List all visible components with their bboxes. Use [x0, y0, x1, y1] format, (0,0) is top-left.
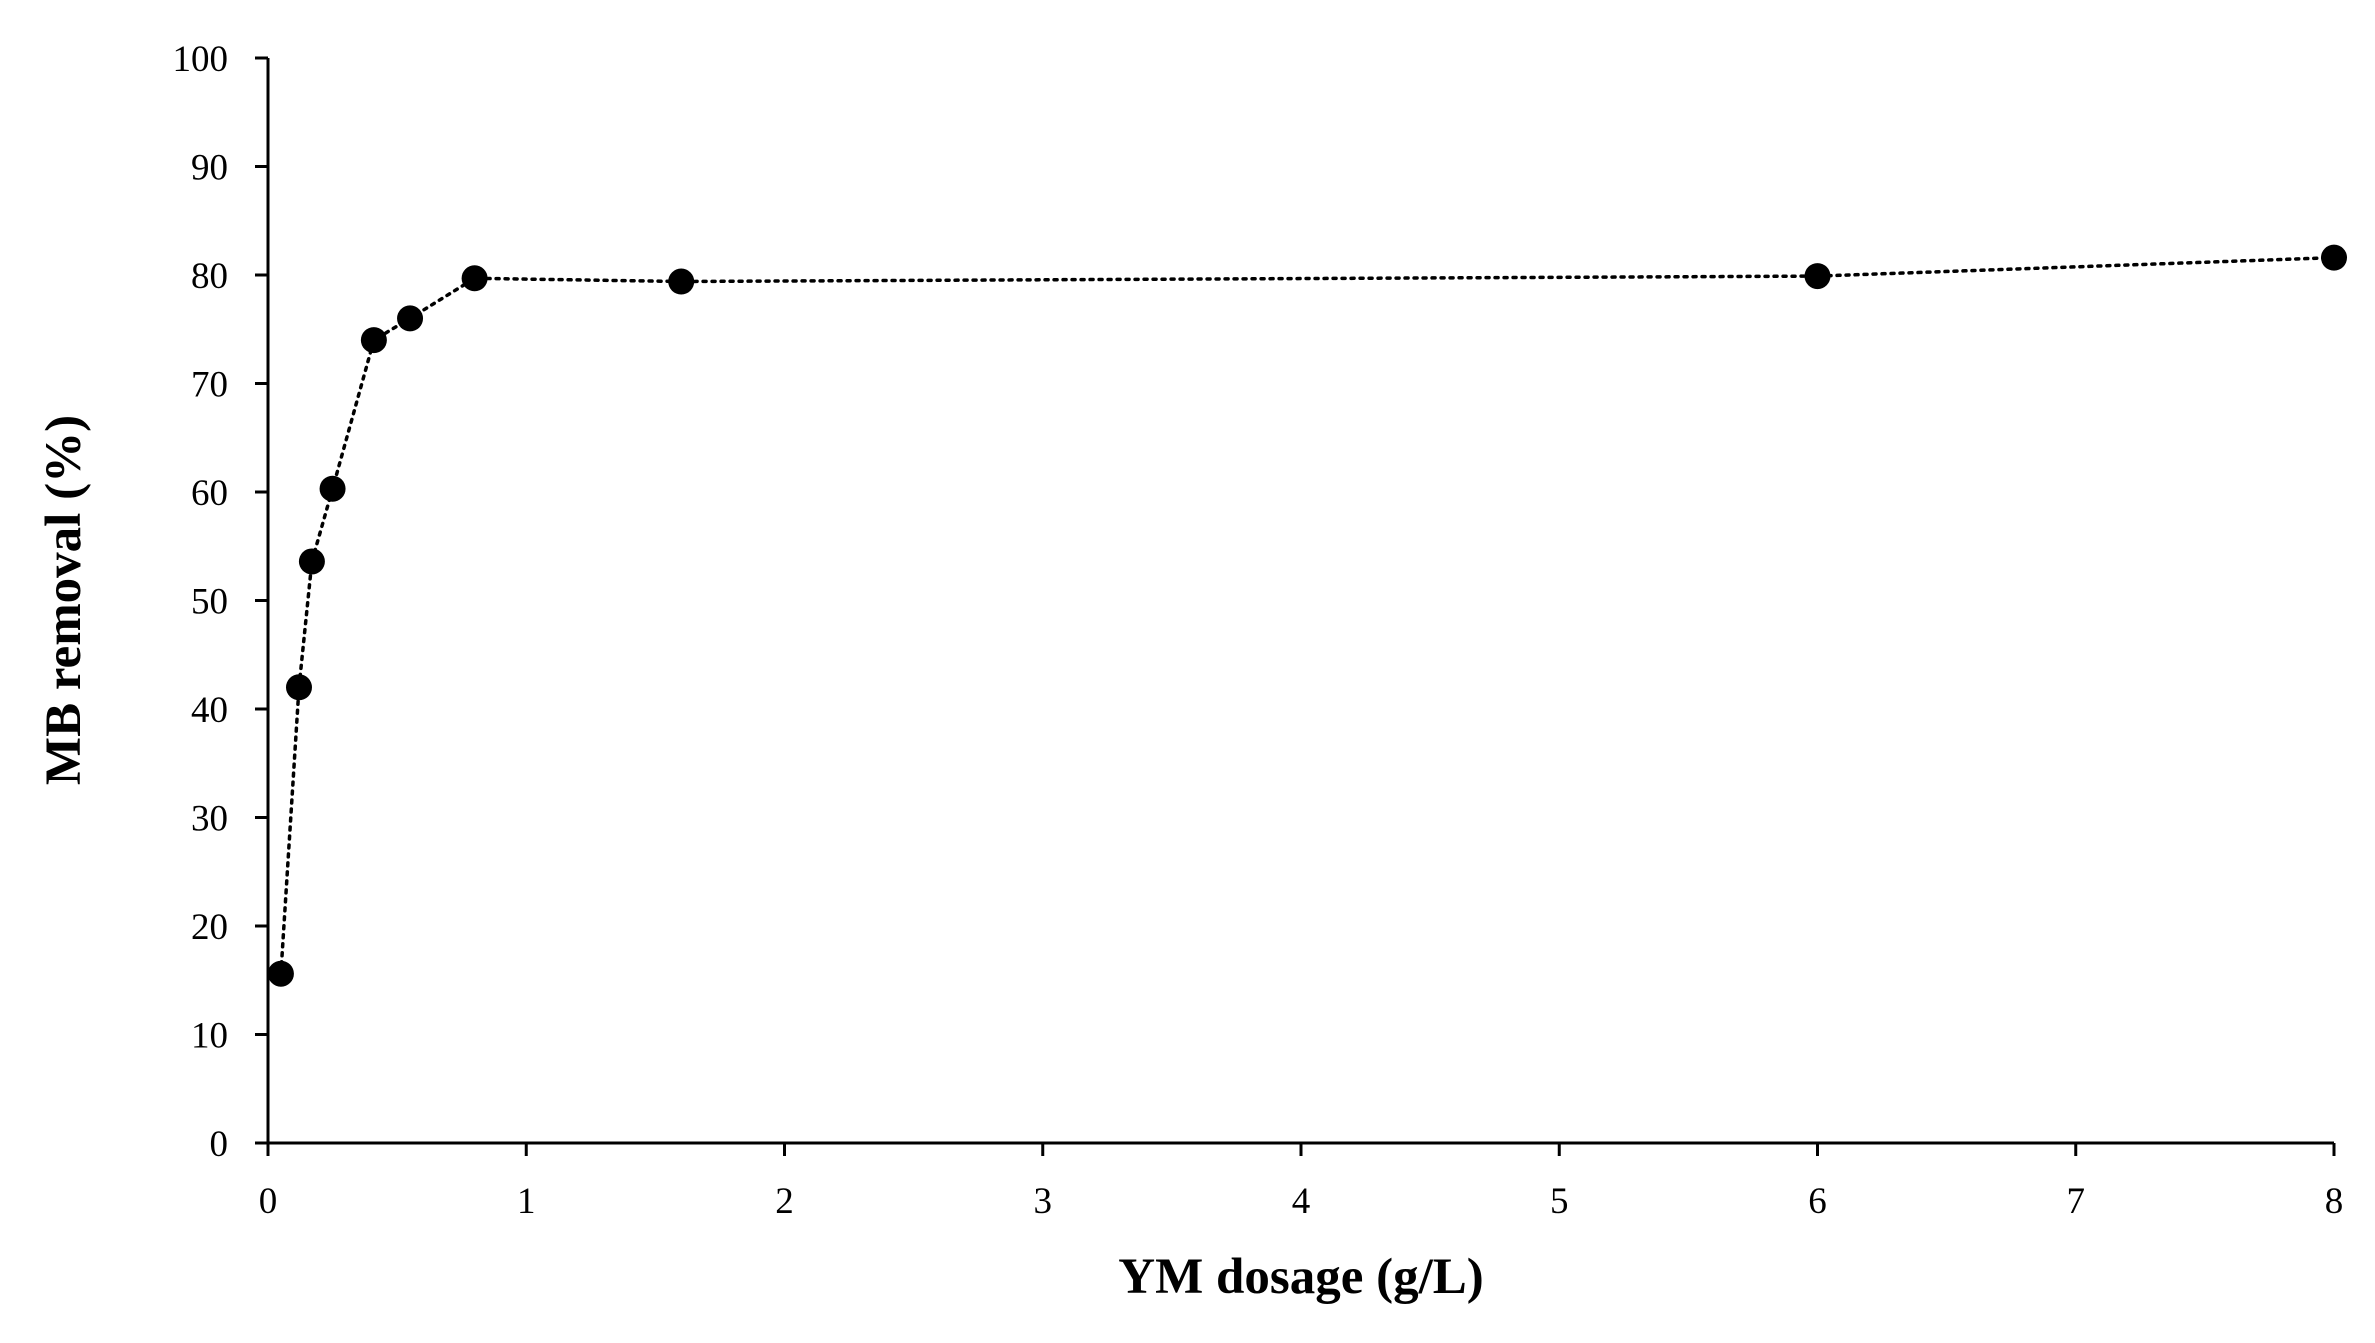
x-tick-label: 6 — [1808, 1181, 1827, 1222]
x-tick-label: 3 — [1034, 1181, 1053, 1222]
y-ticks: 0 10 20 30 40 50 60 70 80 90 100 — [173, 39, 268, 1165]
y-tick-label: 50 — [191, 582, 228, 623]
x-tick-label: 7 — [2067, 1181, 2086, 1222]
data-point — [668, 268, 695, 295]
y-axis-title: MB removal (%) — [36, 415, 92, 785]
axes — [266, 58, 2334, 1145]
x-tick-label: 4 — [1292, 1181, 1311, 1222]
series-line — [279, 255, 2336, 976]
data-point — [298, 548, 325, 575]
y-tick-label: 70 — [191, 365, 228, 406]
y-tick-label: 60 — [191, 473, 228, 514]
data-point — [319, 475, 346, 502]
data-point — [267, 960, 294, 987]
data-point — [397, 305, 424, 332]
x-tick-label: 8 — [2325, 1181, 2344, 1222]
data-point — [285, 674, 312, 701]
y-tick-label: 80 — [191, 256, 228, 297]
series-layer — [267, 244, 2347, 987]
x-axis-title: YM dosage (g/L) — [1118, 1249, 1483, 1305]
y-tick-label: 20 — [191, 907, 228, 948]
x-tick-label: 0 — [259, 1181, 278, 1222]
data-point — [461, 265, 488, 292]
data-point — [1804, 263, 1831, 290]
y-tick-label: 40 — [191, 690, 228, 731]
data-point — [2321, 244, 2347, 271]
y-tick-label: 0 — [210, 1124, 229, 1165]
x-tick-label: 1 — [517, 1181, 536, 1222]
x-ticks: 0 1 2 3 4 5 6 7 8 — [259, 1143, 2344, 1222]
y-tick-label: 100 — [173, 39, 229, 80]
y-tick-label: 10 — [191, 1016, 228, 1057]
x-tick-label: 2 — [775, 1181, 794, 1222]
y-tick-label: 30 — [191, 799, 228, 840]
y-tick-label: 90 — [191, 148, 228, 189]
x-tick-label: 5 — [1550, 1181, 1569, 1222]
data-point — [360, 327, 387, 354]
